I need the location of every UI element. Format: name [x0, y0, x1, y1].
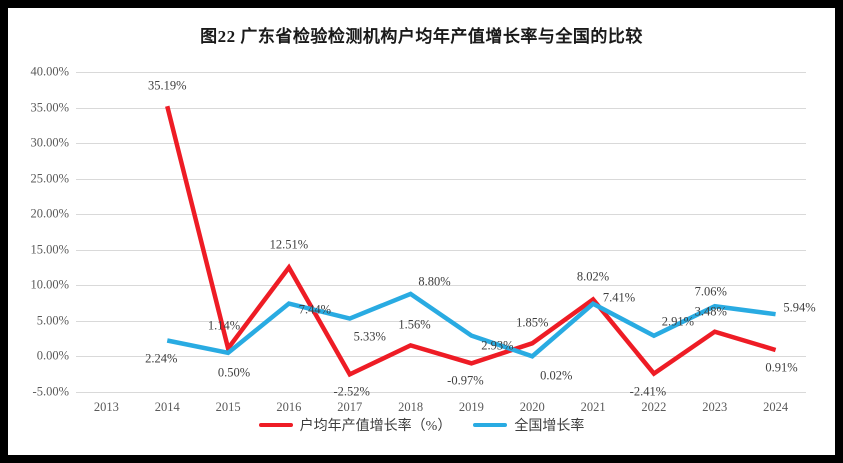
gridline [76, 285, 806, 287]
gridline [76, 356, 806, 358]
x-axis-tick-label: 2017 [337, 400, 363, 414]
y-axis-tick-label: 5.00% [36, 313, 69, 328]
legend-label: 全国增长率 [514, 419, 585, 434]
legend-swatch-icon [258, 423, 293, 427]
y-axis-tick-label: 35.00% [30, 100, 69, 115]
x-axis-tick-label: 2013 [93, 400, 119, 414]
y-axis-tick-label: 40.00% [30, 64, 69, 79]
x-axis-tick-label: 2015 [215, 400, 241, 414]
gridline [76, 320, 806, 322]
y-axis-tick-label: 15.00% [30, 242, 69, 257]
legend-item[interactable]: 户均年产值增长率（%） [258, 415, 452, 435]
x-axis-tick-label: 2022 [641, 400, 667, 414]
series-line [165, 105, 777, 378]
gridline [76, 178, 806, 180]
gridline [76, 72, 806, 73]
y-axis-tick-label: 10.00% [30, 277, 69, 292]
series-line [166, 291, 776, 359]
gridline [76, 392, 806, 393]
legend-label: 户均年产值增长率（%） [299, 419, 452, 434]
x-axis-tick-label: 2020 [519, 400, 545, 414]
gridline [76, 214, 806, 216]
x-axis-tick-label: 2018 [398, 400, 424, 414]
chart-legend: 户均年产值增长率（%） 全国增长率 [8, 415, 835, 435]
y-axis-tick-label: 30.00% [30, 135, 69, 150]
x-axis-tick-label: 2021 [580, 400, 606, 414]
chart-title: 图22 广东省检验检测机构户均年产值增长率与全国的比较 [200, 27, 643, 46]
plot-wrapper: 40.00% 35.00% 30.00% 25.00% 20.00% 15.00% 10.0… [8, 58, 835, 415]
x-axis-tick-label: 2019 [458, 400, 484, 414]
y-axis-tick-label: 20.00% [30, 206, 69, 221]
gridline [76, 249, 806, 251]
plot-area: 40.00% 35.00% 30.00% 25.00% 20.00% 15.00% 10.0… [30, 65, 815, 415]
legend-swatch-icon [473, 423, 508, 427]
y-axis-tick-label: 25.00% [30, 171, 69, 186]
y-axis-tick-label: 0.00% [36, 348, 69, 363]
gridline [76, 107, 806, 109]
x-axis-tick-label: 2014 [154, 400, 180, 414]
y-axis-tick-label: -5.00% [32, 384, 69, 399]
x-axis-tick-label: 2016 [276, 400, 302, 414]
gridline [76, 143, 806, 145]
legend-item[interactable]: 全国增长率 [473, 415, 584, 435]
x-axis-tick-label: 2024 [763, 400, 789, 414]
x-axis-tick-label: 2023 [702, 400, 728, 414]
series-lines [165, 105, 777, 378]
